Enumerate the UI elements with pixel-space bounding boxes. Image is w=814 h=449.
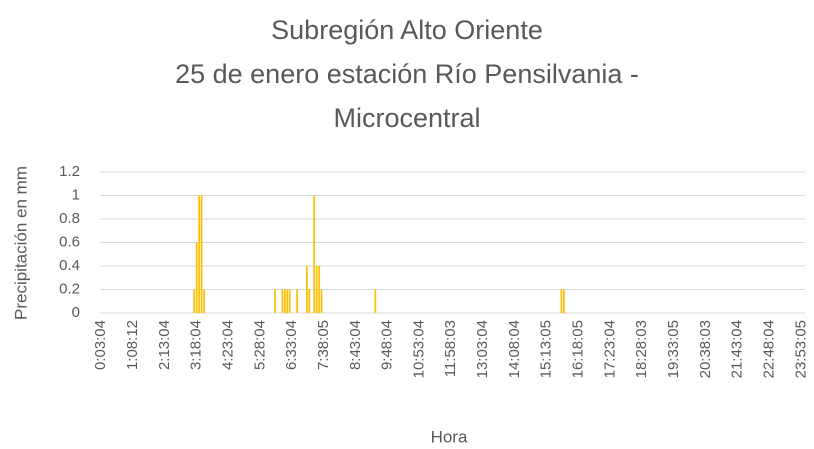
bar: [296, 289, 298, 313]
x-tick-label: 19:33:05: [665, 320, 682, 378]
x-tick-label: 10:53:04: [410, 320, 427, 378]
y-tick-label: 0.6: [59, 233, 80, 250]
y-tick-label: 0.4: [59, 257, 80, 274]
y-tick-label: 1.2: [59, 163, 80, 180]
x-axis-label: Hora: [431, 427, 468, 446]
x-tick-label: 2:13:04: [156, 320, 173, 370]
bar: [195, 242, 198, 313]
bar: [315, 266, 318, 313]
chart-title: Microcentral: [333, 103, 480, 133]
bar: [193, 289, 196, 313]
x-tick-label: 22:48:04: [760, 320, 777, 378]
bar: [318, 266, 320, 313]
y-tick-label: 0: [72, 304, 80, 321]
bar: [274, 289, 276, 313]
y-tick-label: 1: [72, 186, 80, 203]
bar: [305, 266, 308, 313]
y-axis-label: Precipitación en mm: [11, 166, 30, 320]
bar: [203, 289, 205, 313]
x-tick-label: 3:18:04: [188, 320, 205, 370]
x-tick-label: 9:48:04: [379, 320, 396, 370]
bar: [283, 289, 286, 313]
x-tick-label: 4:23:04: [219, 320, 236, 370]
bar: [560, 289, 563, 313]
bar: [286, 289, 289, 313]
bar: [563, 289, 565, 313]
x-tick-label: 17:23:04: [601, 320, 618, 378]
chart-title: Subregión Alto Oriente: [271, 15, 543, 45]
bar: [374, 289, 377, 313]
x-tick-label: 7:38:05: [315, 320, 332, 370]
x-tick-label: 14:08:04: [506, 320, 523, 378]
x-tick-label: 23:53:05: [792, 320, 809, 378]
x-tick-label: 15:13:05: [538, 320, 555, 378]
y-tick-label: 0.2: [59, 280, 80, 297]
x-tick-label: 16:18:05: [570, 320, 587, 378]
bar: [200, 195, 203, 313]
x-tick-label: 6:33:04: [283, 320, 300, 370]
x-tick-label: 11:58:03: [442, 320, 459, 377]
bar: [308, 289, 311, 313]
x-tick-label: 0:03:04: [92, 320, 109, 370]
bar: [320, 289, 323, 313]
x-tick-label: 5:28:04: [251, 320, 268, 370]
x-tick-label: 13:03:04: [474, 320, 491, 378]
bar: [281, 289, 284, 313]
y-tick-label: 0.8: [59, 210, 80, 227]
bar: [313, 195, 316, 313]
bar: [198, 195, 200, 313]
x-tick-label: 8:43:04: [347, 320, 364, 370]
chart-title: 25 de enero estación Río Pensilvania -: [175, 59, 639, 89]
x-tick-label: 21:43:04: [729, 320, 746, 378]
x-tick-label: 20:38:03: [697, 320, 714, 378]
bar: [288, 289, 291, 313]
x-tick-label: 18:28:03: [633, 320, 650, 378]
x-tick-label: 1:08:12: [124, 320, 141, 370]
